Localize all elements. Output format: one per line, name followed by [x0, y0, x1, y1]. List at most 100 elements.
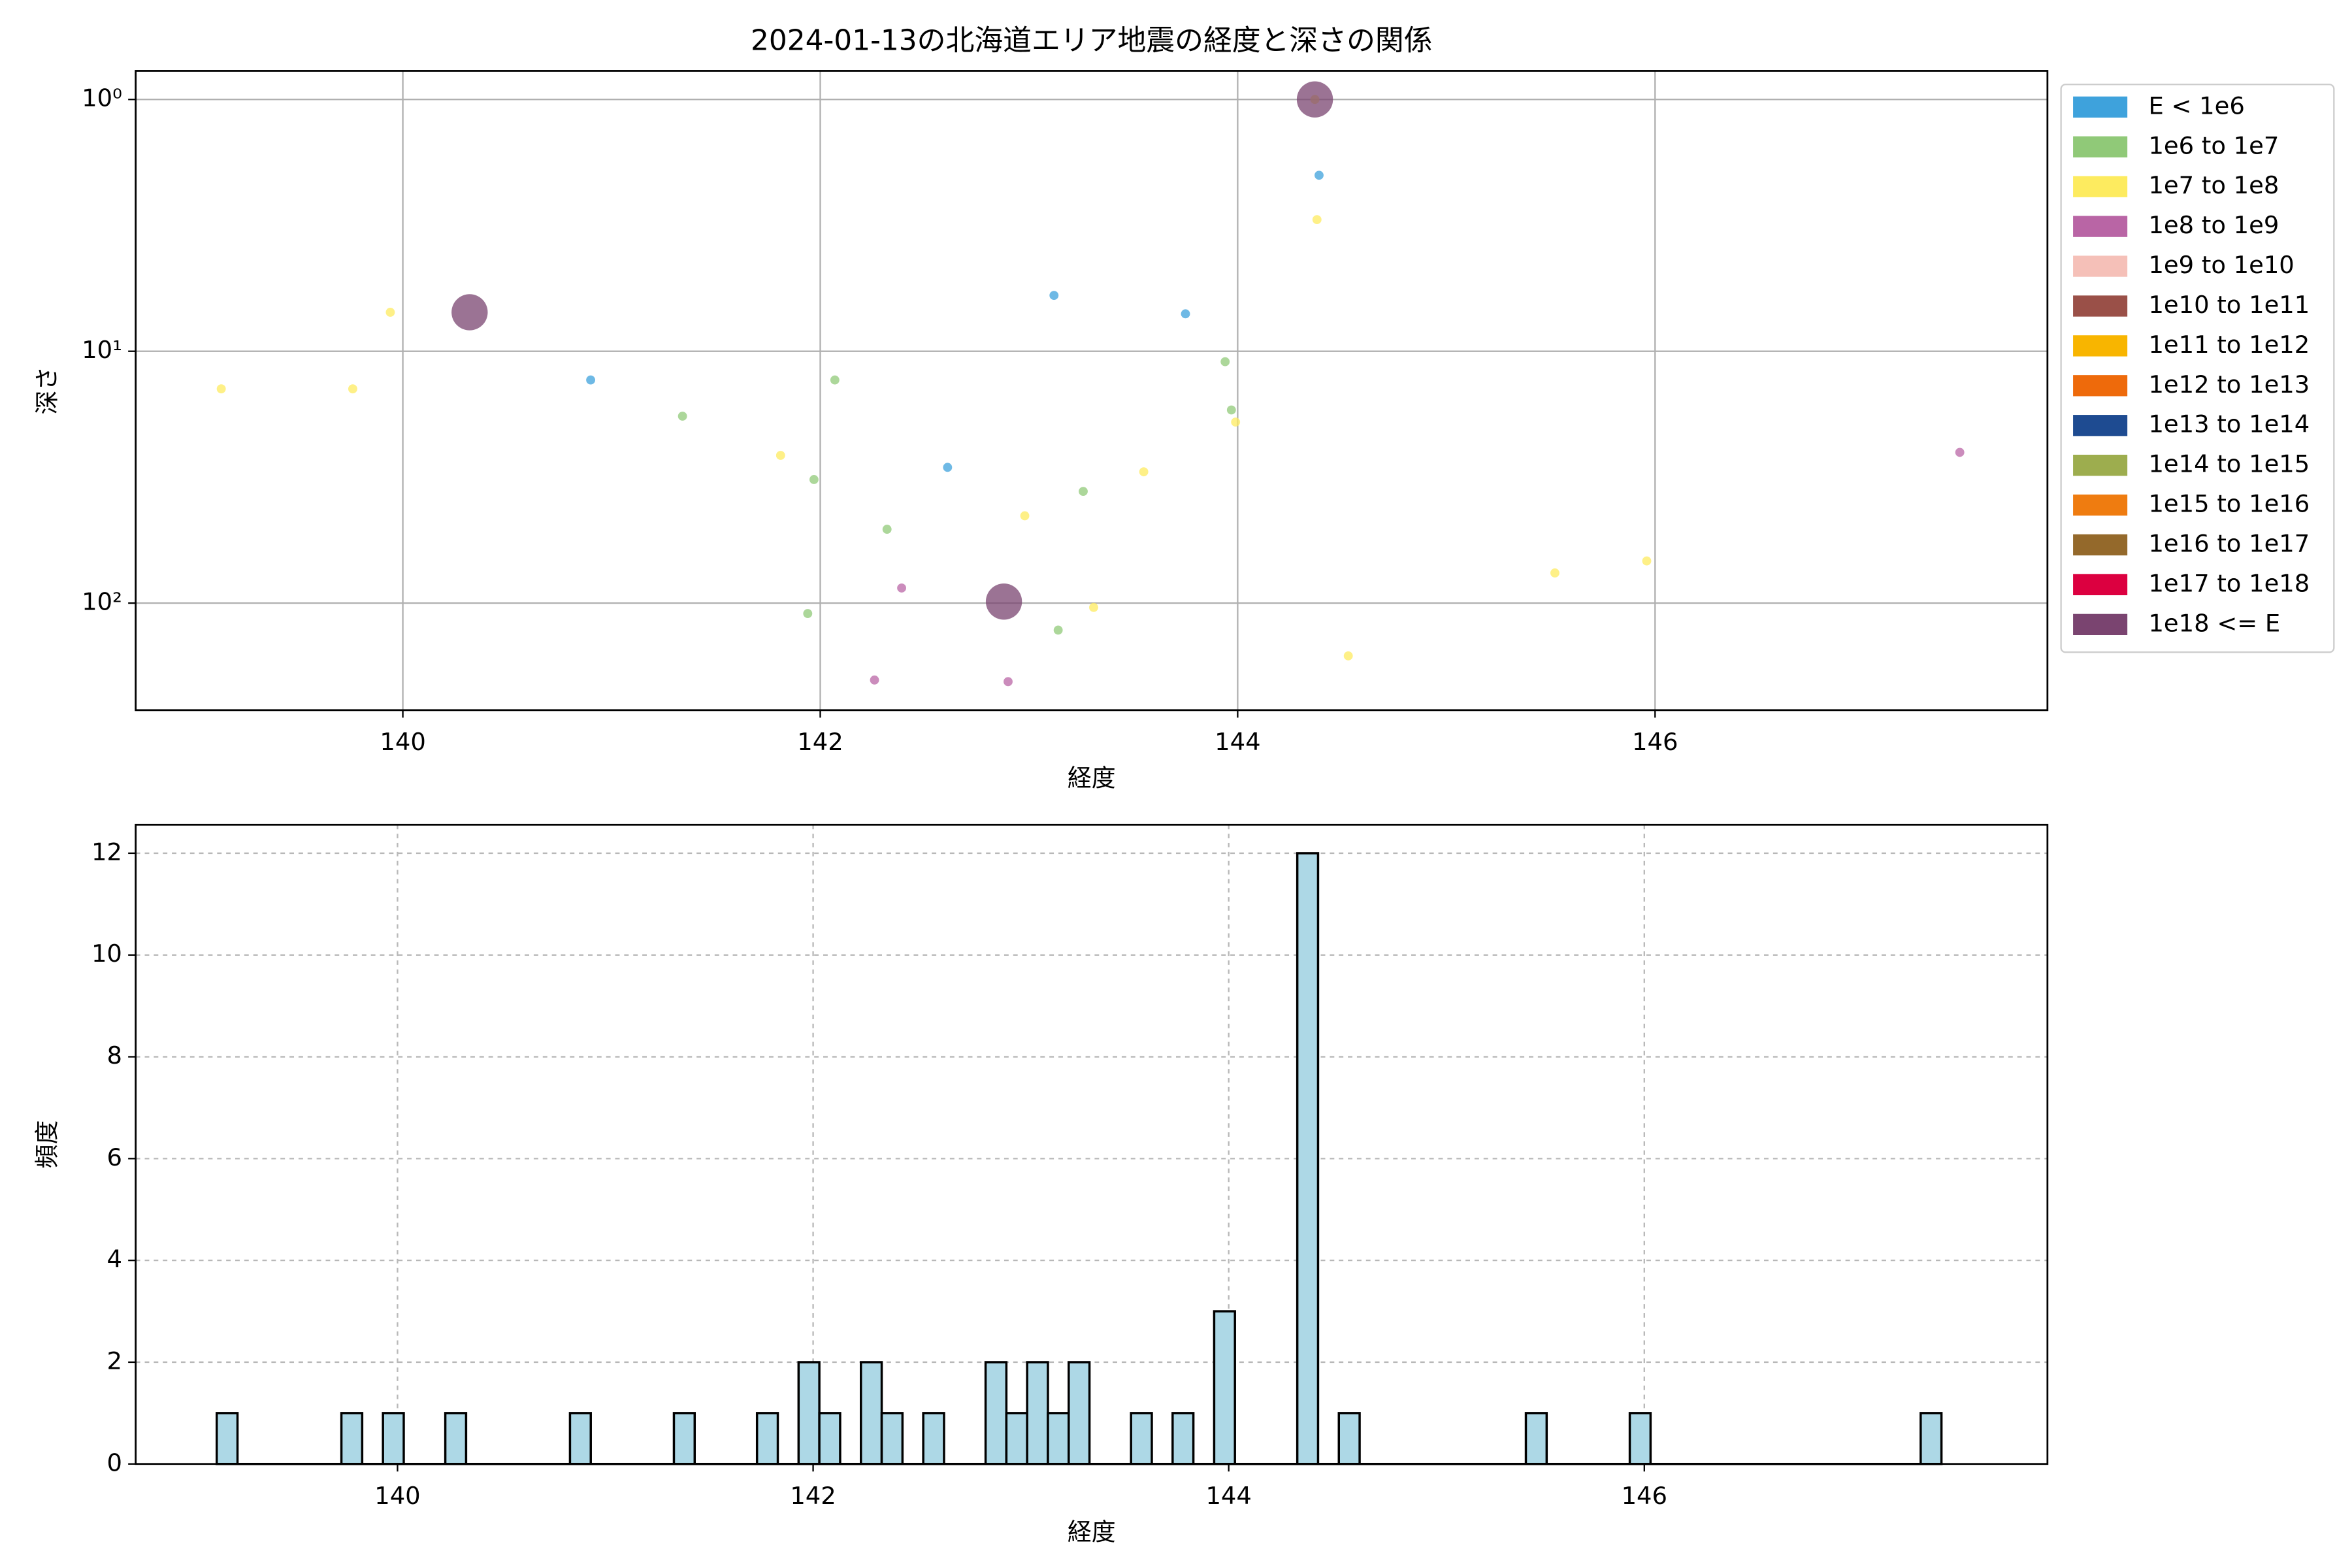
legend-label: 1e6 to 1e7: [2148, 131, 2279, 159]
point: [809, 475, 819, 484]
plot-frame: [135, 823, 2049, 1465]
point: [897, 583, 906, 593]
bar: [340, 1412, 364, 1465]
x-tick-label: 144: [1205, 1482, 1251, 1510]
x-axis-label: 経度: [1068, 764, 1116, 792]
legend-swatch: [2073, 415, 2128, 436]
legend-swatch: [2073, 176, 2128, 197]
point: [1079, 487, 1088, 497]
legend-label: 1e18 <= E: [2148, 609, 2280, 637]
legend-swatch: [2073, 375, 2128, 397]
y-tick-label: 8: [106, 1041, 122, 1070]
chart-title: 2024-01-13の北海道エリア地震の経度と深さの関係: [751, 24, 1433, 57]
bar: [672, 1412, 696, 1465]
point: [1053, 625, 1063, 635]
legend-label: 1e8 to 1e9: [2148, 211, 2279, 239]
point: [1089, 602, 1098, 612]
legend-swatch: [2073, 335, 2128, 357]
bar: [1026, 1361, 1049, 1465]
point: [216, 384, 226, 394]
legend-label: 1e14 to 1e15: [2148, 450, 2310, 478]
legend-swatch: [2073, 455, 2128, 476]
point: [451, 294, 488, 331]
x-tick-label: 140: [380, 728, 425, 756]
point: [678, 412, 687, 421]
bar: [444, 1412, 468, 1465]
legend-swatch: [2073, 136, 2128, 157]
legend-label: 1e9 to 1e10: [2148, 251, 2294, 279]
point: [1020, 511, 1030, 521]
legend-swatch: [2073, 255, 2128, 277]
legend-label: 1e13 to 1e14: [2148, 410, 2310, 438]
y-tick-label: 12: [91, 838, 122, 866]
legend-label: 1e16 to 1e17: [2148, 530, 2310, 558]
bar: [755, 1412, 779, 1465]
bar: [984, 1361, 1008, 1465]
bar: [797, 1361, 821, 1465]
y-tick-label: 10¹: [82, 336, 122, 364]
point: [1139, 467, 1149, 477]
bar: [1296, 852, 1320, 1465]
bar: [1213, 1310, 1236, 1465]
bar: [859, 1361, 883, 1465]
y-tick-label: 10: [91, 939, 122, 968]
legend-swatch: [2073, 96, 2128, 118]
point: [1004, 677, 1013, 687]
bar: [1171, 1412, 1195, 1465]
x-tick-label: 146: [1622, 1482, 1667, 1510]
point: [348, 384, 357, 394]
legend-label: 1e12 to 1e13: [2148, 370, 2310, 399]
bar: [880, 1412, 904, 1465]
legend-label: 1e15 to 1e16: [2148, 490, 2310, 518]
bar: [382, 1412, 405, 1465]
legend-label: 1e11 to 1e12: [2148, 331, 2310, 359]
point: [1049, 291, 1059, 301]
point: [870, 675, 879, 685]
point: [882, 525, 892, 534]
bar: [568, 1412, 592, 1465]
point: [1231, 417, 1241, 427]
point: [1642, 556, 1652, 566]
y-axis-label: 深さ: [33, 367, 61, 415]
point: [385, 308, 395, 317]
bar: [922, 1412, 945, 1465]
point: [1181, 309, 1190, 319]
legend-swatch: [2073, 295, 2128, 317]
x-tick-label: 142: [797, 728, 843, 756]
legend-label: 1e10 to 1e11: [2148, 291, 2310, 319]
legend-swatch: [2073, 216, 2128, 237]
point: [586, 375, 596, 385]
bar: [1005, 1412, 1028, 1465]
legend-label: 1e7 to 1e8: [2148, 171, 2279, 199]
point: [803, 609, 813, 619]
y-tick-label: 2: [106, 1347, 122, 1375]
bar: [1047, 1412, 1070, 1465]
point: [943, 463, 953, 472]
bar: [1130, 1412, 1153, 1465]
point: [776, 451, 785, 460]
y-tick-label: 4: [106, 1245, 122, 1273]
point: [1315, 171, 1324, 180]
bar: [1068, 1361, 1091, 1465]
x-tick-label: 142: [790, 1482, 836, 1510]
x-axis-label: 経度: [1068, 1518, 1116, 1546]
x-tick-label: 144: [1215, 728, 1260, 756]
y-tick-label: 10²: [82, 588, 122, 616]
y-tick-label: 10⁰: [82, 84, 122, 112]
bar: [1628, 1412, 1652, 1465]
bar: [1919, 1412, 1943, 1465]
point: [1220, 357, 1230, 367]
point: [1312, 215, 1322, 225]
legend-swatch: [2073, 494, 2128, 516]
point: [1550, 568, 1560, 578]
point: [985, 583, 1022, 620]
legend-label: 1e17 to 1e18: [2148, 569, 2310, 597]
bar: [1524, 1412, 1548, 1465]
bar: [1337, 1412, 1361, 1465]
bar: [818, 1412, 841, 1465]
legend-swatch: [2073, 613, 2128, 635]
legend-box: [2060, 84, 2335, 653]
plot-frame: [135, 70, 2049, 711]
